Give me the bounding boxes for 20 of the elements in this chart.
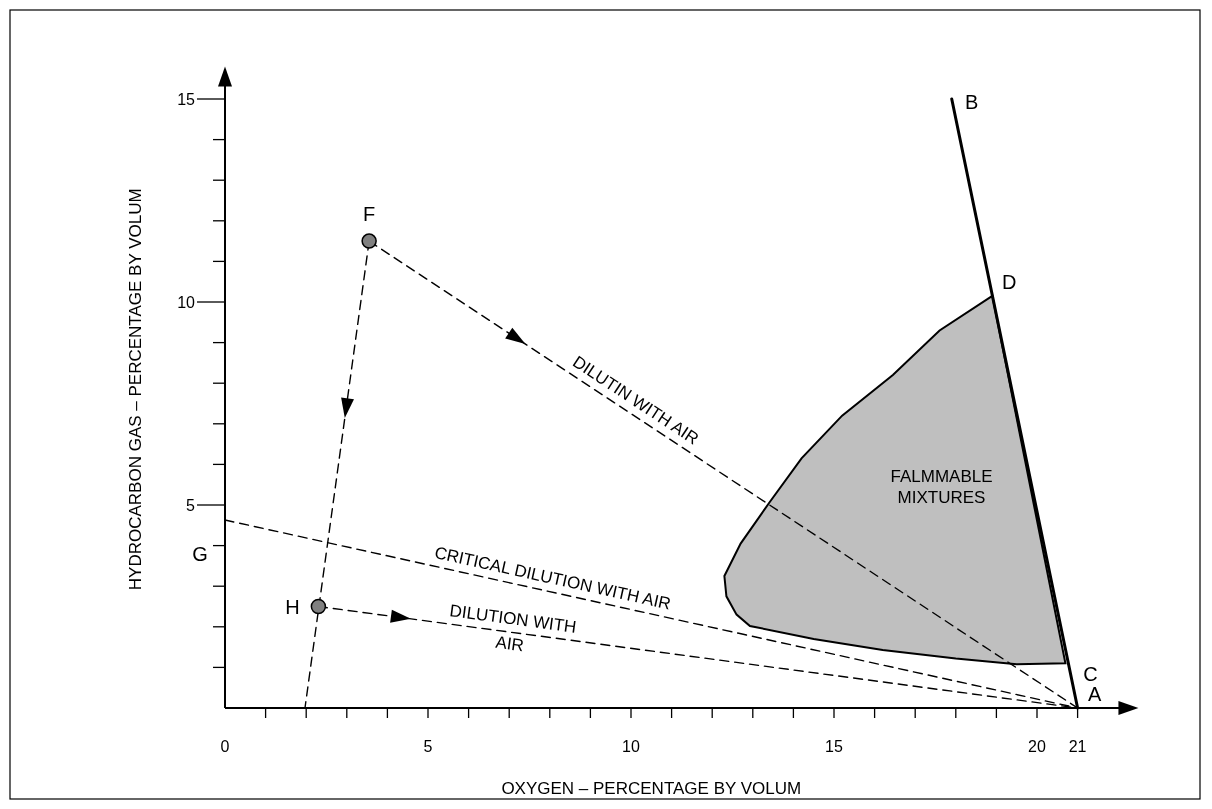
series-label: B (965, 91, 979, 113)
series-label: F (363, 203, 376, 226)
x-axis-title: OXYGEN – PERCENTAGE BY VOLUM (501, 778, 802, 798)
x-tick-label: 5 (423, 737, 433, 755)
x-tick-label: 0 (220, 737, 230, 755)
annotation: A (1087, 683, 1102, 705)
x-tick-label: 10 (622, 737, 640, 755)
x-tick-label: 21 (1068, 737, 1087, 755)
series-label: H (285, 595, 300, 618)
annotation: C (1083, 662, 1098, 685)
annotation: D (1002, 270, 1017, 293)
x-tick-label: 15 (825, 737, 843, 755)
series-label: FALMMABLE MIXTURES (890, 466, 993, 507)
annotation: DILUTION WITH AIR (448, 601, 578, 656)
y-axis-title: HYDROCARBON GAS – PERCENTAGE BY VOLUM (125, 188, 145, 591)
y-tick-label: 10 (177, 293, 196, 311)
y-tick-label: 5 (186, 496, 196, 514)
x-tick-label: 20 (1028, 737, 1046, 755)
annotation: G (192, 543, 208, 566)
y-tick-label: 15 (177, 90, 196, 108)
